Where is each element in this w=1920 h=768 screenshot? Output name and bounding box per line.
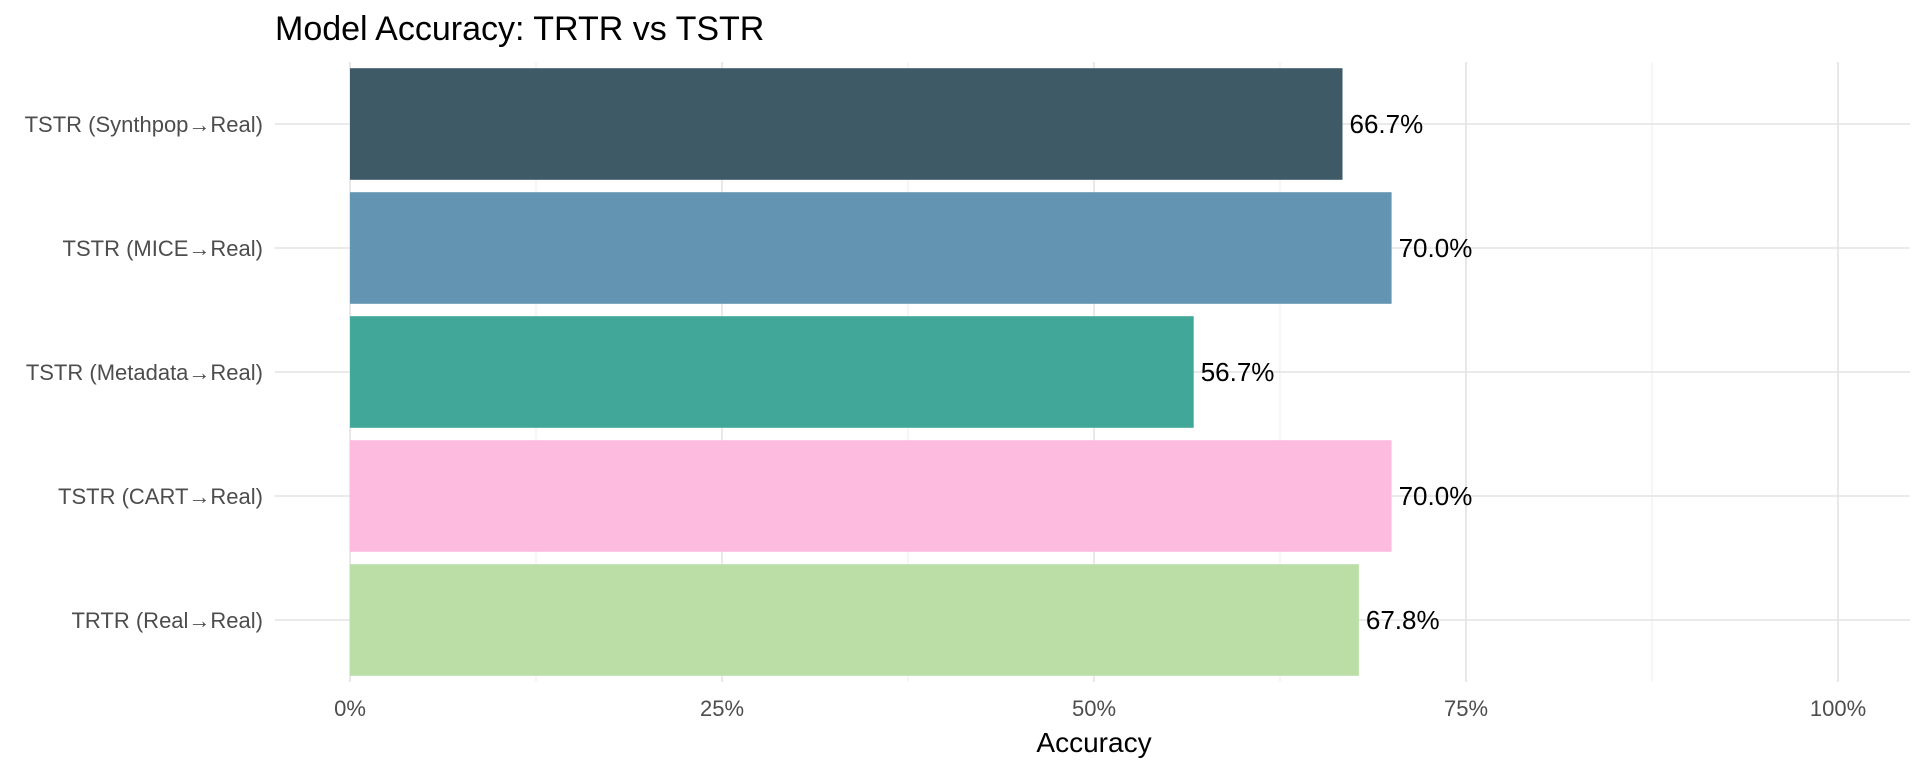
category-label: TRTR (Real→Real) [71,608,263,633]
bar [350,564,1359,676]
x-tick-label: 25% [700,696,744,721]
x-tick-labels: 0% 25% 50% 75% 100% [334,696,1866,721]
category-label: TSTR (Metadata→Real) [26,360,263,385]
category-label: TSTR (CART→Real) [58,484,263,509]
bar [350,192,1392,304]
x-axis-title: Accuracy [1036,727,1151,758]
category-label: TSTR (MICE→Real) [63,236,263,261]
category-labels: TSTR (Synthpop→Real) TSTR (MICE→Real) TSTR… [25,112,263,633]
x-tick-label: 50% [1072,696,1116,721]
x-tick-label: 0% [334,696,366,721]
data-label: 66.7% [1349,109,1423,139]
data-label: 67.8% [1366,605,1440,635]
bars [350,68,1392,676]
chart-title: Model Accuracy: TRTR vs TSTR [275,10,764,48]
data-label: 70.0% [1399,481,1473,511]
bar [350,440,1392,552]
bar [350,316,1194,428]
x-tick-label: 75% [1444,696,1488,721]
data-label: 70.0% [1399,233,1473,263]
category-label: TSTR (Synthpop→Real) [25,112,263,137]
bar [350,68,1343,180]
data-label: 56.7% [1201,357,1275,387]
x-tick-label: 100% [1810,696,1866,721]
data-labels: 66.7% 70.0% 56.7% 70.0% 67.8% [1201,109,1473,635]
